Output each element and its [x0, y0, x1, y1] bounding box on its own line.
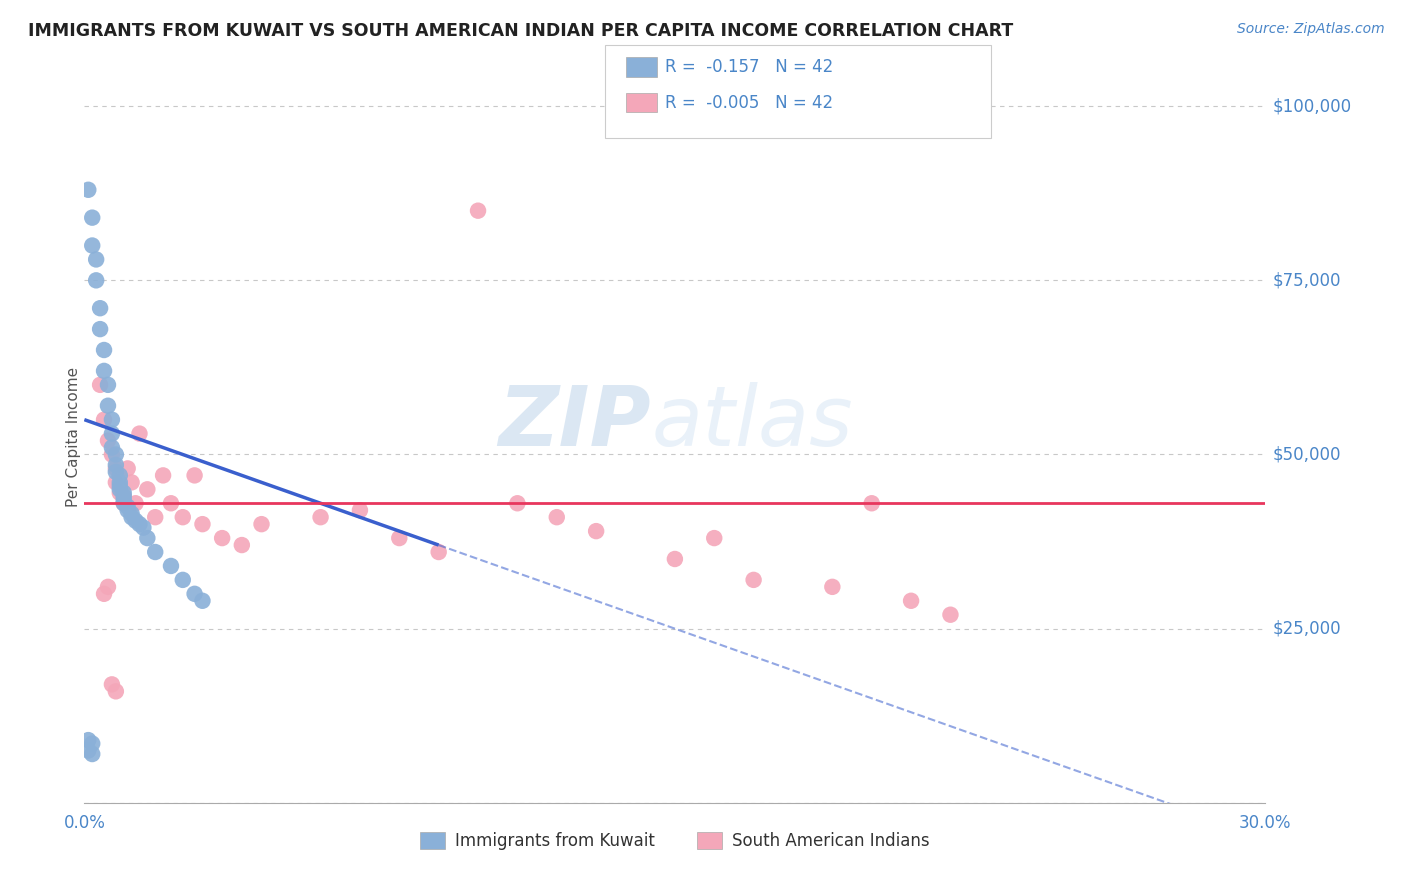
Text: ZIP: ZIP [499, 382, 651, 463]
Point [546, 510, 568, 524]
Point [117, 503, 139, 517]
Point [89, 322, 111, 336]
Point [821, 580, 844, 594]
Point [112, 492, 135, 507]
Point [112, 489, 135, 503]
Point [104, 465, 127, 479]
Point [97, 399, 120, 413]
Point [132, 521, 155, 535]
Text: R =  -0.005   N = 42: R = -0.005 N = 42 [665, 94, 834, 112]
Point [104, 448, 127, 462]
Point [183, 587, 205, 601]
Point [117, 461, 139, 475]
Point [84, 273, 107, 287]
Point [89, 377, 111, 392]
Text: Source: ZipAtlas.com: Source: ZipAtlas.com [1237, 22, 1385, 37]
Point [128, 426, 150, 441]
Point [939, 607, 962, 622]
Text: R =  -0.157   N = 42: R = -0.157 N = 42 [665, 58, 834, 76]
Point [160, 496, 183, 510]
Point [117, 500, 139, 514]
Text: $50,000: $50,000 [1272, 445, 1341, 464]
Point [152, 468, 174, 483]
Point [211, 531, 233, 545]
Point [77, 183, 100, 197]
Point [250, 517, 273, 532]
Point [104, 475, 127, 490]
Point [136, 483, 159, 497]
Point [93, 364, 115, 378]
Point [124, 496, 146, 510]
Text: $75,000: $75,000 [1272, 271, 1341, 289]
Point [172, 510, 194, 524]
Point [97, 434, 120, 448]
Point [191, 517, 214, 532]
Point [143, 545, 166, 559]
Point [84, 252, 107, 267]
Point [121, 475, 143, 490]
Point [349, 503, 371, 517]
Point [108, 475, 131, 490]
Point [467, 203, 489, 218]
Point [97, 580, 120, 594]
Point [108, 483, 131, 497]
Point [121, 507, 143, 521]
Point [108, 485, 131, 500]
Point [108, 468, 131, 483]
Point [183, 468, 205, 483]
Point [104, 458, 127, 472]
Point [77, 743, 100, 757]
Point [585, 524, 607, 538]
Point [101, 412, 124, 426]
Point [82, 211, 104, 225]
Point [664, 552, 686, 566]
Point [93, 412, 115, 426]
Point [101, 448, 124, 462]
Point [108, 479, 131, 493]
Text: atlas: atlas [651, 382, 853, 463]
Point [143, 510, 166, 524]
Point [93, 343, 115, 357]
Point [427, 545, 450, 559]
Legend: Immigrants from Kuwait, South American Indians: Immigrants from Kuwait, South American I… [413, 825, 936, 856]
Point [309, 510, 332, 524]
Point [703, 531, 725, 545]
Point [82, 747, 104, 761]
Point [97, 377, 120, 392]
Y-axis label: Per Capita Income: Per Capita Income [66, 367, 80, 508]
Point [136, 531, 159, 545]
Text: IMMIGRANTS FROM KUWAIT VS SOUTH AMERICAN INDIAN PER CAPITA INCOME CORRELATION CH: IMMIGRANTS FROM KUWAIT VS SOUTH AMERICAN… [28, 22, 1014, 40]
Text: $100,000: $100,000 [1272, 97, 1351, 115]
Point [191, 594, 214, 608]
Point [860, 496, 883, 510]
Point [89, 301, 111, 316]
Point [121, 510, 143, 524]
Point [112, 489, 135, 503]
Point [104, 684, 127, 698]
Point [112, 485, 135, 500]
Point [82, 737, 104, 751]
Text: $25,000: $25,000 [1272, 620, 1341, 638]
Point [172, 573, 194, 587]
Point [77, 733, 100, 747]
Point [900, 594, 922, 608]
Point [231, 538, 253, 552]
Point [101, 426, 124, 441]
Point [128, 517, 150, 532]
Point [506, 496, 529, 510]
Point [101, 677, 124, 691]
Point [112, 496, 135, 510]
Point [93, 587, 115, 601]
Point [104, 461, 127, 475]
Point [160, 558, 183, 573]
Point [101, 441, 124, 455]
Point [388, 531, 411, 545]
Point [124, 514, 146, 528]
Point [82, 238, 104, 252]
Point [112, 496, 135, 510]
Point [742, 573, 765, 587]
